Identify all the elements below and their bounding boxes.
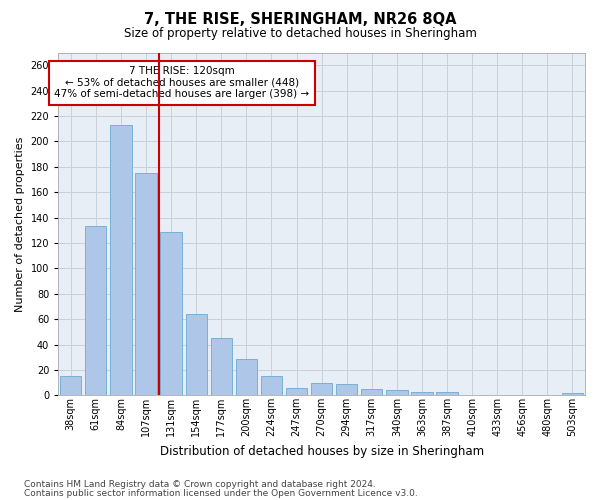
Bar — [110, 125, 131, 396]
Bar — [160, 232, 182, 396]
X-axis label: Distribution of detached houses by size in Sheringham: Distribution of detached houses by size … — [160, 444, 484, 458]
Text: Contains public sector information licensed under the Open Government Licence v3: Contains public sector information licen… — [24, 489, 418, 498]
Bar — [361, 389, 382, 396]
Bar — [411, 392, 433, 396]
Bar — [386, 390, 407, 396]
Bar — [336, 384, 358, 396]
Text: Contains HM Land Registry data © Crown copyright and database right 2024.: Contains HM Land Registry data © Crown c… — [24, 480, 376, 489]
Y-axis label: Number of detached properties: Number of detached properties — [15, 136, 25, 312]
Bar — [562, 393, 583, 396]
Bar — [60, 376, 82, 396]
Bar — [436, 392, 458, 396]
Bar — [211, 338, 232, 396]
Bar — [85, 226, 106, 396]
Bar — [261, 376, 282, 396]
Bar — [185, 314, 207, 396]
Bar — [136, 173, 157, 396]
Text: Size of property relative to detached houses in Sheringham: Size of property relative to detached ho… — [124, 28, 476, 40]
Bar — [286, 388, 307, 396]
Bar — [236, 358, 257, 396]
Bar — [311, 382, 332, 396]
Text: 7 THE RISE: 120sqm
← 53% of detached houses are smaller (448)
47% of semi-detach: 7 THE RISE: 120sqm ← 53% of detached hou… — [55, 66, 310, 100]
Text: 7, THE RISE, SHERINGHAM, NR26 8QA: 7, THE RISE, SHERINGHAM, NR26 8QA — [144, 12, 456, 28]
